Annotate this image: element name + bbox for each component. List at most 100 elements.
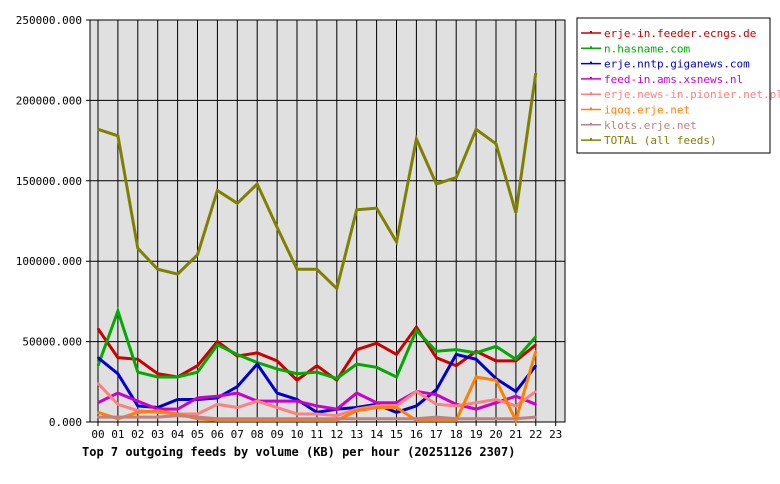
data-point xyxy=(375,417,378,420)
data-point xyxy=(415,329,418,332)
data-point xyxy=(216,417,219,420)
data-point xyxy=(276,400,279,403)
x-tick-label: 03 xyxy=(151,428,164,441)
data-point xyxy=(116,356,119,359)
x-tick-label: 14 xyxy=(370,428,384,441)
data-point xyxy=(97,327,99,330)
data-point xyxy=(116,403,119,406)
y-tick-label: 250000.000 xyxy=(16,14,82,27)
data-point xyxy=(176,398,179,401)
legend-item-label: klots.erje.net xyxy=(604,119,697,132)
x-tick-label: 21 xyxy=(509,428,522,441)
x-tick-label: 01 xyxy=(111,428,124,441)
data-point xyxy=(455,364,458,367)
data-point xyxy=(335,414,338,417)
data-point xyxy=(475,358,478,361)
legend-item-label: feed-in.ams.xsnews.nl xyxy=(604,73,743,86)
data-point xyxy=(116,372,119,375)
data-point xyxy=(435,419,438,422)
data-point xyxy=(455,348,458,351)
data-point xyxy=(534,343,537,346)
y-tick-label: 100000.000 xyxy=(16,255,82,268)
legend-item-label: erje-in.feeder.ecngs.de xyxy=(604,27,756,40)
legend-item-label: erje.news-in.pionier.net.pl xyxy=(604,88,780,101)
data-point xyxy=(375,342,378,345)
data-point xyxy=(375,366,378,369)
x-tick-label: 13 xyxy=(350,428,363,441)
data-point xyxy=(276,367,279,370)
data-point xyxy=(415,390,418,393)
data-point xyxy=(435,356,438,359)
data-point xyxy=(315,268,318,271)
data-point xyxy=(315,371,318,374)
x-tick-label: 23 xyxy=(549,428,562,441)
x-tick-label: 22 xyxy=(529,428,542,441)
legend-item-label: TOTAL (all feeds) xyxy=(604,134,717,147)
data-point xyxy=(196,371,199,374)
data-point xyxy=(176,408,179,411)
x-tick-label: 02 xyxy=(131,428,144,441)
legend-marker xyxy=(590,61,592,64)
data-point xyxy=(116,134,119,137)
data-point xyxy=(156,416,159,419)
legend-item-label: iqoq.erje.net xyxy=(604,104,690,117)
data-point xyxy=(236,353,239,356)
legend-marker xyxy=(590,46,592,49)
data-point xyxy=(475,128,478,131)
data-point xyxy=(495,401,497,404)
data-point xyxy=(97,382,99,385)
x-tick-label: 11 xyxy=(310,428,323,441)
data-point xyxy=(375,406,378,409)
data-point xyxy=(514,390,517,393)
data-point xyxy=(97,416,99,419)
x-tick-label: 20 xyxy=(489,428,502,441)
x-tick-label: 10 xyxy=(290,428,303,441)
data-point xyxy=(514,395,517,398)
x-tick-label: 17 xyxy=(430,428,443,441)
x-tick-label: 16 xyxy=(410,428,423,441)
data-point xyxy=(296,379,298,382)
data-point xyxy=(534,403,537,406)
data-point xyxy=(435,416,438,419)
data-point xyxy=(455,176,458,179)
legend-marker xyxy=(590,31,592,33)
data-point xyxy=(315,364,318,367)
x-tick-label: 00 xyxy=(91,428,104,441)
data-point xyxy=(136,411,139,414)
data-point xyxy=(335,287,338,290)
data-point xyxy=(256,417,259,420)
data-point xyxy=(256,183,259,186)
data-point xyxy=(534,416,537,419)
x-tick-label: 12 xyxy=(330,428,343,441)
x-tick-label: 15 xyxy=(390,428,403,441)
data-point xyxy=(236,392,239,395)
x-tick-label: 19 xyxy=(469,428,482,441)
data-point xyxy=(355,348,358,351)
data-point xyxy=(415,417,418,420)
data-point xyxy=(475,351,478,354)
y-tick-label: 0.000 xyxy=(49,416,82,429)
data-point xyxy=(435,350,438,353)
data-point xyxy=(395,401,398,404)
data-point xyxy=(196,364,199,367)
data-point xyxy=(534,350,537,353)
data-point xyxy=(236,385,239,388)
chart-title: Top 7 outgoing feeds by volume (KB) per … xyxy=(82,445,515,459)
data-point xyxy=(256,351,259,354)
x-tick-label: 09 xyxy=(270,428,283,441)
legend-item-label: erje.nntp.giganews.com xyxy=(604,58,750,71)
x-tick-label: 18 xyxy=(450,428,463,441)
legend-marker xyxy=(590,138,592,141)
y-tick-label: 200000.000 xyxy=(16,94,82,107)
data-point xyxy=(176,375,179,378)
data-point xyxy=(97,356,99,359)
data-point xyxy=(534,364,537,367)
x-tick-label: 08 xyxy=(251,428,264,441)
data-point xyxy=(156,409,159,412)
data-point xyxy=(296,400,298,403)
data-point xyxy=(97,364,99,367)
x-tick-label: 04 xyxy=(171,428,185,441)
data-point xyxy=(475,401,478,404)
data-point xyxy=(256,400,259,403)
data-point xyxy=(176,273,179,276)
